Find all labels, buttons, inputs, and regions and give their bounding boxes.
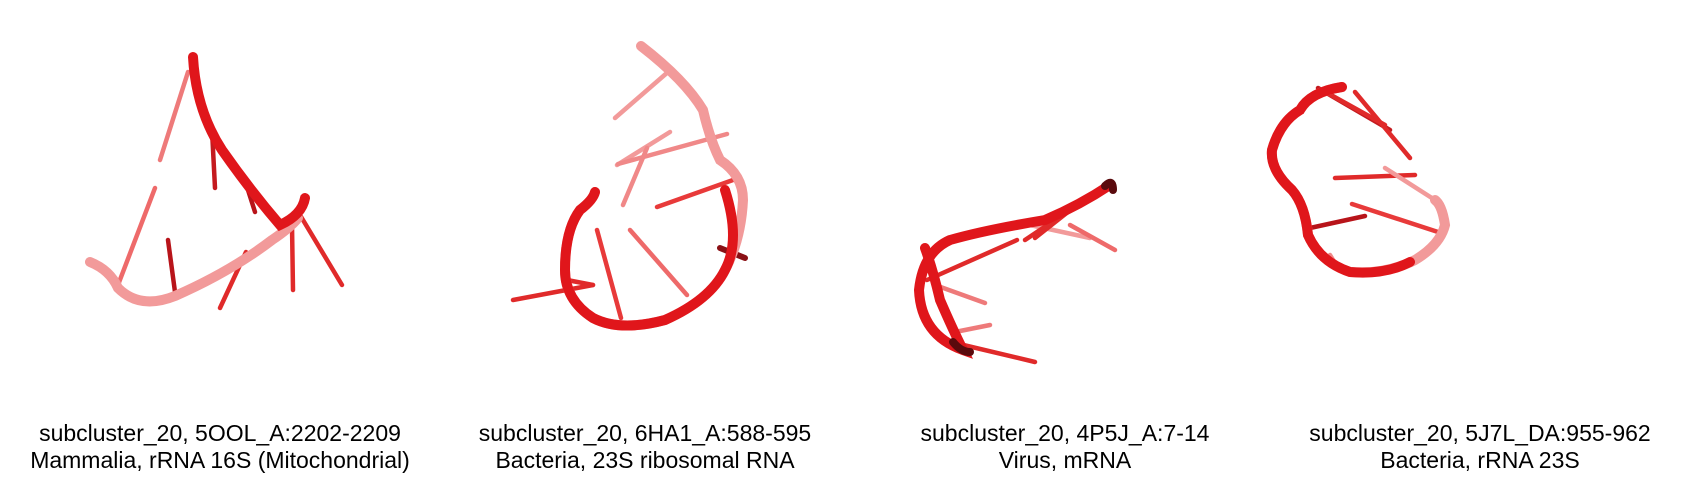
structure-title-4: subcluster_20, 5J7L_DA:955-962: [1309, 420, 1651, 446]
structure-panel-3: subcluster_20, 4P5J_A:7-14 Virus, mRNA: [845, 0, 1285, 480]
rna-structure-1: [85, 52, 345, 311]
structure-subtitle-4: Bacteria, rRNA 23S: [1380, 447, 1580, 473]
rna-structure-2: [510, 41, 749, 331]
structure-subtitle-2: Bacteria, 23S ribosomal RNA: [495, 447, 795, 473]
structure-panel-4: subcluster_20, 5J7L_DA:955-962 Bacteria,…: [1260, 0, 1700, 480]
structure-subtitle-1: Mammalia, rRNA 16S (Mitochondrial): [30, 447, 410, 473]
rna-structure-4: [1266, 82, 1451, 278]
structure-title-2: subcluster_20, 6HA1_A:588-595: [478, 420, 812, 446]
structure-caption-3: subcluster_20, 4P5J_A:7-14 Virus, mRNA: [845, 420, 1285, 474]
structure-panel-1: subcluster_20, 5OOL_A:2202-2209 Mammalia…: [0, 0, 440, 480]
structure-title-1: subcluster_20, 5OOL_A:2202-2209: [39, 420, 401, 446]
structure-caption-1: subcluster_20, 5OOL_A:2202-2209 Mammalia…: [0, 420, 440, 474]
structure-subtitle-3: Virus, mRNA: [998, 447, 1132, 473]
rna-structure-3: [913, 178, 1118, 365]
structure-panel-2: subcluster_20, 6HA1_A:588-595 Bacteria, …: [425, 0, 865, 480]
structure-caption-4: subcluster_20, 5J7L_DA:955-962 Bacteria,…: [1260, 420, 1700, 474]
structure-title-3: subcluster_20, 4P5J_A:7-14: [920, 420, 1210, 446]
structure-caption-2: subcluster_20, 6HA1_A:588-595 Bacteria, …: [425, 420, 865, 474]
